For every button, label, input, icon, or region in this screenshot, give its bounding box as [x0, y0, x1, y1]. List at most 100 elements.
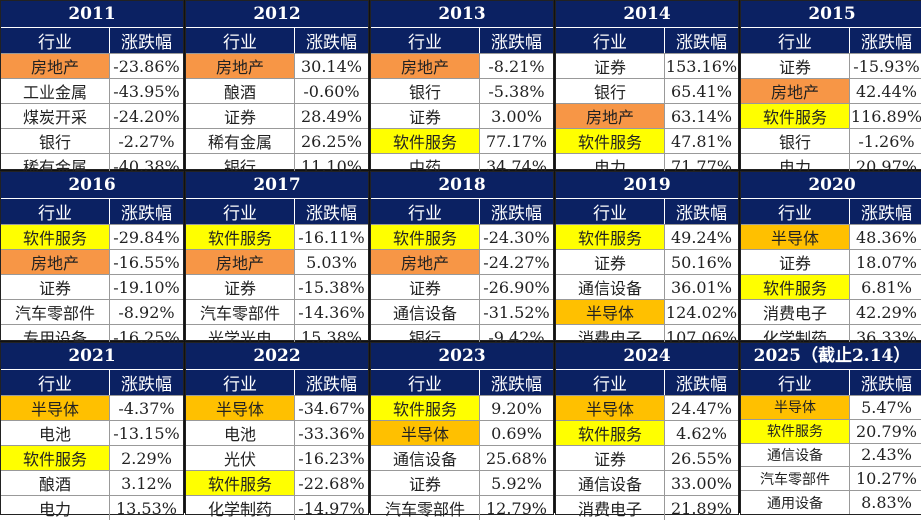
table-row: 消费电子 42.29%	[741, 299, 921, 324]
column-header-row: 行业 涨跌幅	[371, 198, 553, 224]
change-cell: 9.20%	[491, 398, 542, 418]
table-row: 半导体 -34.67%	[186, 395, 368, 420]
table-row: 半导体 -4.37%	[1, 395, 183, 420]
year-table: 2020 行业 涨跌幅 半导体 48.36% 证券 18.07% 软件服务 6.…	[740, 171, 921, 349]
change-header: 涨跌幅	[306, 33, 357, 53]
year-table: 2012 行业 涨跌幅 房地产 30.14% 酿酒 -0.60% 证券 28.4…	[185, 0, 369, 178]
column-header-row: 行业 涨跌幅	[556, 27, 738, 53]
table-row: 银行 -2.27%	[1, 128, 183, 153]
industry-header: 行业	[1, 199, 110, 224]
year-header: 2025（截止2.14）	[741, 343, 921, 369]
table-row: 证券 5.92%	[371, 470, 553, 495]
industry-header: 行业	[186, 199, 295, 224]
change-cell: 42.29%	[855, 302, 917, 322]
change-cell: -13.15%	[113, 423, 180, 443]
industry-cell: 软件服务	[1, 225, 110, 249]
change-cell: 33.00%	[670, 473, 732, 493]
year-table: 2016 行业 涨跌幅 软件服务 -29.84% 房地产 -16.55% 证券 …	[0, 171, 184, 349]
industry-cell: 证券	[556, 250, 665, 274]
change-cell: 42.44%	[855, 81, 917, 101]
industry-header: 行业	[741, 370, 850, 395]
change-cell: 30.14%	[300, 56, 362, 76]
change-cell: 20.79%	[855, 421, 917, 441]
table-row: 光伏 -16.23%	[186, 445, 368, 470]
change-cell: 36.01%	[670, 277, 732, 297]
change-cell: 2.29%	[121, 448, 172, 468]
industry-cell: 酿酒	[1, 471, 110, 495]
year-table: 2015 行业 涨跌幅 证券 -15.93% 房地产 42.44% 软件服务 1…	[740, 0, 921, 178]
industry-cell: 电力	[1, 496, 110, 520]
change-cell: 4.62%	[676, 423, 727, 443]
industry-cell: 半导体	[556, 396, 665, 420]
industry-cell: 化学制药	[186, 496, 295, 520]
industry-cell: 银行	[1, 129, 110, 153]
table-row: 房地产 5.03%	[186, 249, 368, 274]
change-cell: -33.36%	[298, 423, 365, 443]
change-cell: 63.14%	[670, 106, 732, 126]
industry-cell: 半导体	[1, 396, 110, 420]
change-header: 涨跌幅	[491, 33, 542, 53]
change-cell: 25.68%	[485, 448, 547, 468]
table-row: 化学制药 -14.97%	[186, 495, 368, 520]
table-row: 工业金属 -43.95%	[1, 78, 183, 103]
column-header-row: 行业 涨跌幅	[556, 198, 738, 224]
table-row: 电池 -33.36%	[186, 420, 368, 445]
change-header: 涨跌幅	[306, 204, 357, 224]
industry-cell: 稀有金属	[186, 129, 295, 153]
industry-header: 行业	[1, 370, 110, 395]
industry-cell: 软件服务	[371, 225, 480, 249]
change-cell: 28.49%	[300, 106, 362, 126]
industry-cell: 房地产	[186, 54, 295, 78]
industry-cell: 软件服务	[741, 104, 850, 128]
change-cell: -16.11%	[298, 227, 365, 247]
change-cell: 107.06%	[665, 327, 738, 347]
table-row: 软件服务 -29.84%	[1, 224, 183, 249]
change-cell: 6.81%	[861, 277, 912, 297]
year-header: 2022	[186, 343, 368, 369]
change-cell: 10.27%	[855, 469, 917, 489]
change-cell: -16.23%	[298, 448, 365, 468]
table-row: 银行 65.41%	[556, 78, 738, 103]
industry-cell: 半导体	[556, 300, 665, 324]
industry-cell: 证券	[371, 471, 480, 495]
change-cell: 65.41%	[670, 81, 732, 101]
industry-cell: 房地产	[1, 54, 110, 78]
industry-cell: 半导体	[741, 225, 850, 249]
table-row: 证券 26.55%	[556, 445, 738, 470]
table-row: 汽车零部件 -14.36%	[186, 299, 368, 324]
column-header-row: 行业 涨跌幅	[371, 369, 553, 395]
change-cell: 116.89%	[850, 106, 921, 126]
table-row: 半导体 5.47%	[741, 395, 921, 419]
industry-cell: 软件服务	[186, 471, 295, 495]
change-cell: 11.10%	[300, 156, 362, 176]
year-table: 2017 行业 涨跌幅 软件服务 -16.11% 房地产 5.03% 证券 -1…	[185, 171, 369, 349]
change-cell: 50.16%	[670, 252, 732, 272]
industry-header: 行业	[371, 370, 480, 395]
industry-cell: 证券	[371, 275, 480, 299]
industry-cell: 工业金属	[1, 79, 110, 103]
table-row: 证券 -26.90%	[371, 274, 553, 299]
industry-cell: 银行	[371, 79, 480, 103]
change-cell: 13.53%	[115, 498, 177, 518]
change-cell: -22.68%	[298, 473, 365, 493]
industry-cell: 消费电子	[741, 300, 850, 324]
column-header-row: 行业 涨跌幅	[741, 27, 921, 53]
table-row: 证券 153.16%	[556, 53, 738, 78]
year-table: 2013 行业 涨跌幅 房地产 -8.21% 银行 -5.38% 证券 3.00…	[370, 0, 554, 178]
change-cell: -0.60%	[303, 81, 360, 101]
industry-cell: 软件服务	[371, 396, 480, 420]
table-row: 软件服务 -16.11%	[186, 224, 368, 249]
table-row: 通信设备 2.43%	[741, 442, 921, 467]
change-header: 涨跌幅	[861, 33, 912, 53]
change-cell: -40.38%	[113, 156, 180, 176]
change-cell: -24.20%	[113, 106, 180, 126]
change-cell: 18.07%	[855, 252, 917, 272]
table-row: 电池 -13.15%	[1, 420, 183, 445]
column-header-row: 行业 涨跌幅	[371, 27, 553, 53]
industry-header: 行业	[371, 28, 480, 53]
change-cell: -29.84%	[113, 227, 180, 247]
table-row: 软件服务 116.89%	[741, 103, 921, 128]
industry-cell: 通用设备	[741, 491, 850, 514]
change-cell: -1.26%	[858, 131, 915, 151]
industry-cell: 汽车零部件	[186, 300, 295, 324]
